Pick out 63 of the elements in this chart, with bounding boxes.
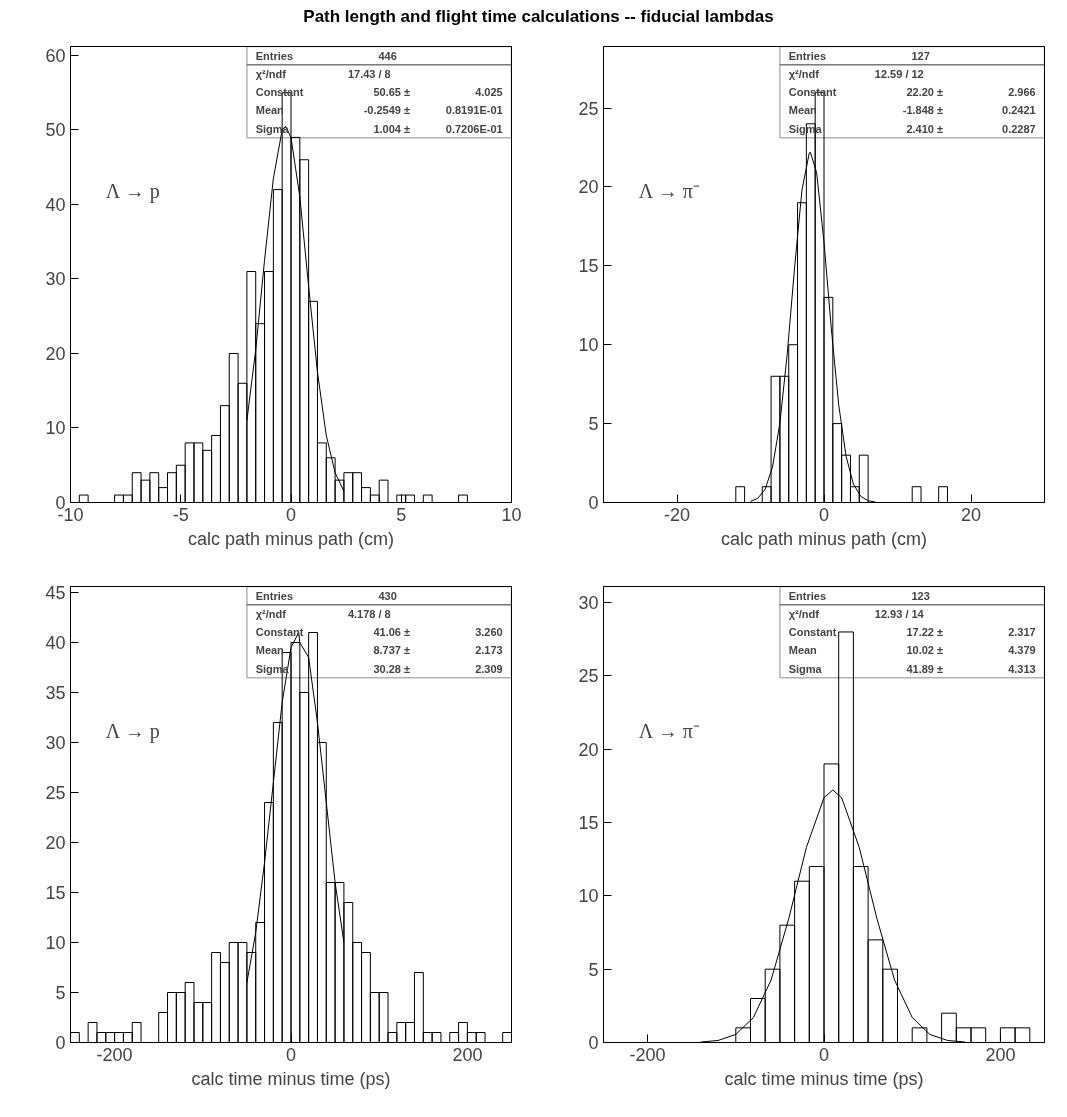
x-tick-label: 200 — [985, 1044, 1016, 1065]
y-tick-label: 60 — [45, 45, 66, 66]
x-tick-label: 200 — [452, 1044, 483, 1065]
text: Entries 430 — [255, 589, 397, 602]
x-axis-title: calc path minus path (cm) — [187, 528, 395, 549]
x-tick-label: 5 — [396, 504, 407, 525]
x-tick-label: 0 — [818, 504, 830, 525]
x-tick-label: 0 — [285, 504, 297, 525]
text: χ²/ndf 4.178 / 8 — [255, 607, 391, 620]
x-axis-title: calc time minus time (ps) — [191, 1068, 391, 1089]
y-tick-label: 20 — [45, 343, 66, 364]
x-tick-label: -5 — [172, 504, 189, 525]
y-tick-label: 25 — [45, 783, 66, 803]
x-tick-label: 0 — [285, 1044, 297, 1065]
annotation: Λ → π⁻ — [638, 179, 700, 202]
x-tick-label: 10 — [501, 504, 522, 525]
text: Mean 8.737 ± 2.173 — [255, 644, 503, 657]
y-tick-label: 15 — [578, 813, 599, 834]
y-tick-label: 20 — [578, 177, 599, 198]
y-tick-label: 15 — [45, 883, 66, 903]
y-tick-label: 30 — [45, 269, 66, 290]
y-tick-label: 5 — [588, 959, 599, 980]
y-tick-label: 15 — [578, 256, 599, 277]
text: Constant 17.22 ± 2.317 — [788, 626, 1036, 639]
x-tick-label: -200 — [629, 1044, 666, 1065]
text: Entries 123 — [788, 589, 930, 602]
x-tick-label: 0 — [818, 1044, 830, 1065]
y-tick-label: 5 — [588, 414, 599, 435]
y-tick-label: 20 — [45, 833, 66, 853]
text: Sigma 41.89 ± 4.313 — [788, 662, 1036, 675]
text: Mean 10.02 ± 4.379 — [788, 644, 1036, 657]
annotation: Λ → p — [105, 719, 160, 743]
text: Constant 50.65 ± 4.025 — [255, 86, 503, 99]
y-tick-label: 40 — [45, 633, 66, 653]
y-tick-label: 10 — [578, 335, 599, 356]
text: χ²/ndf 12.93 / 14 — [788, 607, 924, 620]
text: Entries 127 — [788, 49, 930, 62]
y-tick-label: 5 — [55, 983, 66, 1003]
y-tick-label: 45 — [45, 583, 66, 603]
y-tick-label: 25 — [578, 98, 599, 119]
y-tick-label: 35 — [45, 683, 66, 703]
text: Constant 22.20 ± 2.966 — [788, 86, 1036, 99]
text: Entries 446 — [255, 49, 397, 62]
y-tick-label: 10 — [578, 886, 599, 907]
y-tick-label: 30 — [45, 733, 66, 753]
annotation: Λ → p — [105, 179, 160, 203]
annotation: Λ → π⁻ — [638, 719, 700, 742]
x-tick-label: 20 — [960, 504, 982, 525]
chart-title: Path length and flight time calculations -- fiducial lambdas — [303, 6, 774, 28]
y-tick-label: 30 — [578, 593, 599, 614]
y-tick-label: 20 — [578, 739, 599, 760]
y-tick-label: 50 — [45, 120, 66, 141]
x-tick-label: -20 — [663, 504, 691, 525]
x-tick-label: -200 — [96, 1044, 133, 1065]
y-tick-label: 10 — [45, 933, 66, 953]
y-tick-label: 10 — [45, 418, 66, 439]
x-axis-title: calc time minus time (ps) — [724, 1068, 924, 1089]
text: χ²/ndf 12.59 / 12 — [788, 67, 924, 80]
x-axis-title: calc path minus path (cm) — [720, 528, 928, 549]
y-tick-label: 40 — [45, 194, 66, 215]
y-tick-label: 25 — [578, 666, 599, 687]
text: χ²/ndf 17.43 / 8 — [255, 67, 391, 80]
text: Constant 41.06 ± 3.260 — [255, 626, 503, 639]
